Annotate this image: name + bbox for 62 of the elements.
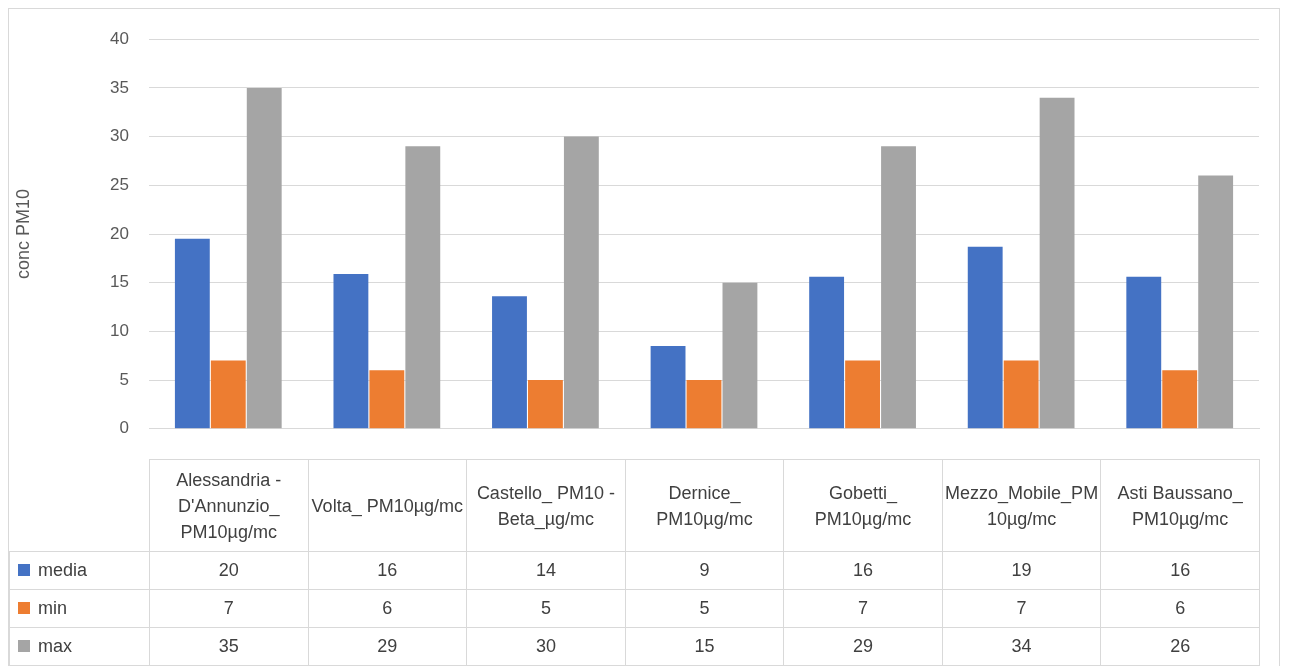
data-label: 16 xyxy=(308,551,467,590)
bar xyxy=(174,238,210,429)
y-tick-label: 10 xyxy=(110,321,129,341)
y-tick-label: 25 xyxy=(110,174,129,194)
data-label: 7 xyxy=(149,589,309,628)
bar xyxy=(1003,360,1039,429)
data-label: 34 xyxy=(942,627,1101,666)
data-label: 16 xyxy=(783,551,943,590)
y-tick-label: 0 xyxy=(119,418,129,438)
data-label: 29 xyxy=(308,627,467,666)
data-label: 20 xyxy=(149,551,309,590)
bar xyxy=(492,296,527,429)
x-tick-label: Gobetti_ PM10µg/mc xyxy=(783,459,943,552)
bar xyxy=(1126,276,1162,429)
data-label: 35 xyxy=(149,627,309,666)
bar xyxy=(686,380,722,429)
legend-label: media xyxy=(38,559,88,581)
y-tick-label: 35 xyxy=(110,77,129,97)
data-label: 6 xyxy=(308,589,467,628)
bar xyxy=(967,246,1003,429)
bar xyxy=(845,360,880,429)
bar xyxy=(1198,175,1234,429)
bar xyxy=(246,87,282,429)
x-tick-label: Mezzo_Mobile_PM10µg/mc xyxy=(942,459,1101,552)
x-tick-label: Castello_ PM10 - Beta_µg/mc xyxy=(466,459,626,552)
bar xyxy=(722,282,758,429)
x-tick-label: Volta_ PM10µg/mc xyxy=(308,459,467,552)
y-axis-title: conc PM10 xyxy=(12,188,33,280)
data-label: 7 xyxy=(942,589,1101,628)
data-label: 16 xyxy=(1100,551,1260,590)
legend-label: min xyxy=(38,597,68,619)
bar xyxy=(809,276,845,429)
y-tick-label: 40 xyxy=(110,28,129,48)
bar xyxy=(528,380,563,429)
bar xyxy=(650,346,686,429)
bar xyxy=(333,273,369,429)
data-label: 9 xyxy=(625,551,784,590)
bar xyxy=(1039,97,1075,429)
x-tick-label: Asti Baussano_ PM10µg/mc xyxy=(1100,459,1260,552)
data-label: 30 xyxy=(466,627,626,666)
data-label: 5 xyxy=(625,589,784,628)
bar xyxy=(1162,370,1198,429)
data-label: 29 xyxy=(783,627,943,666)
data-label: 26 xyxy=(1100,627,1260,666)
bar xyxy=(369,370,405,429)
bar xyxy=(405,146,441,429)
data-label: 5 xyxy=(466,589,626,628)
bar xyxy=(563,136,599,429)
y-tick-label: 20 xyxy=(110,223,129,243)
data-label: 7 xyxy=(783,589,943,628)
data-label: 19 xyxy=(942,551,1101,590)
x-tick-label: Dernice_ PM10µg/mc xyxy=(625,459,784,552)
bar xyxy=(881,146,916,429)
data-label: 15 xyxy=(625,627,784,666)
bar xyxy=(210,360,246,429)
y-tick-label: 30 xyxy=(110,126,129,146)
y-tick-label: 15 xyxy=(110,272,129,292)
y-tick-label: 5 xyxy=(119,369,129,389)
legend-label: max xyxy=(38,635,73,657)
x-tick-label: Alessandria - D'Annunzio_ PM10µg/mc xyxy=(149,459,309,552)
data-label: 14 xyxy=(466,551,626,590)
data-label: 6 xyxy=(1100,589,1260,628)
